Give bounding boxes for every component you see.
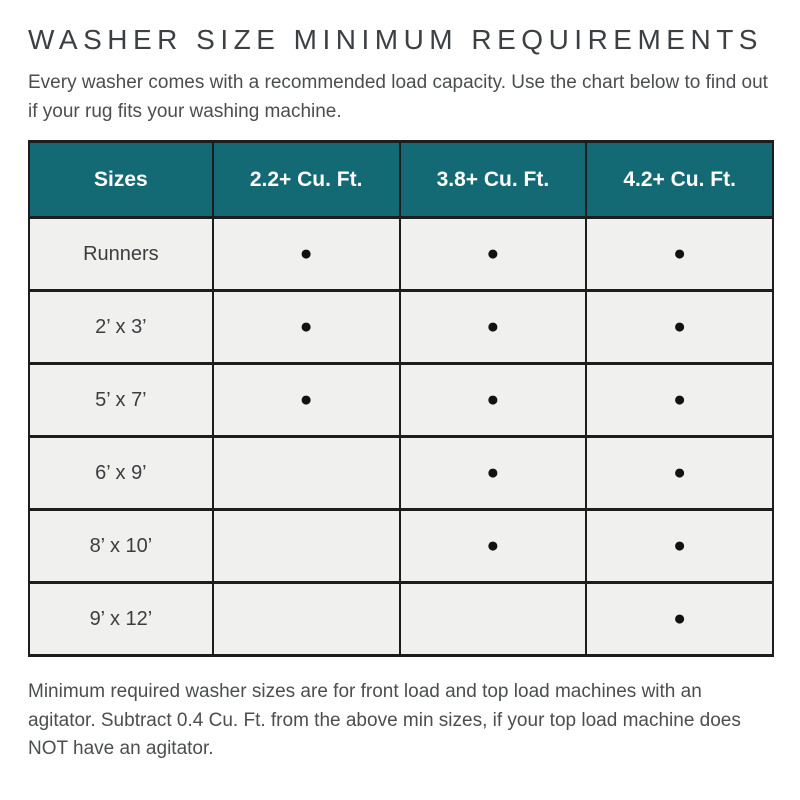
page-footnote: Minimum required washer sizes are for fr…	[28, 681, 741, 759]
fit-dot-cell	[211, 508, 401, 584]
size-cell: 8’ x 10’	[28, 508, 214, 584]
fit-dot-cell: ●	[398, 289, 588, 365]
fit-dot-cell: ●	[585, 508, 774, 584]
fit-dot-cell: ●	[585, 216, 774, 292]
fit-dot-cell: ●	[585, 435, 774, 511]
fit-dot-cell: ●	[398, 216, 588, 292]
table-row-runners: Runners ● ● ●	[28, 216, 774, 292]
column-header-3-8-cuft: 3.8+ Cu. Ft.	[398, 140, 588, 219]
fit-dot-cell: ●	[398, 362, 588, 438]
fit-dot-cell: ●	[211, 289, 401, 365]
size-cell: 5’ x 7’	[28, 362, 214, 438]
fit-dot-cell: ●	[211, 362, 401, 438]
fit-dot-cell: ●	[211, 216, 401, 292]
washer-size-table: Sizes 2.2+ Cu. Ft. 3.8+ Cu. Ft. 4.2+ Cu.…	[28, 140, 774, 657]
table-header-row: Sizes 2.2+ Cu. Ft. 3.8+ Cu. Ft. 4.2+ Cu.…	[28, 140, 774, 219]
fit-dot-cell	[211, 435, 401, 511]
fit-dot-cell: ●	[585, 362, 774, 438]
size-cell: 9’ x 12’	[28, 581, 214, 657]
fit-dot-cell	[398, 581, 588, 657]
page-subtitle: Every washer comes with a recommended lo…	[28, 72, 768, 122]
size-cell: 6’ x 9’	[28, 435, 214, 511]
fit-dot-cell: ●	[398, 508, 588, 584]
fit-dot-cell	[211, 581, 401, 657]
table-row-9x12: 9’ x 12’ ●	[28, 581, 774, 657]
size-cell: 2’ x 3’	[28, 289, 214, 365]
fit-dot-cell: ●	[398, 435, 588, 511]
table-row-2x3: 2’ x 3’ ● ● ●	[28, 289, 774, 365]
column-header-2-2-cuft: 2.2+ Cu. Ft.	[211, 140, 401, 219]
page-title: WASHER SIZE MINIMUM REQUIREMENTS	[28, 24, 763, 55]
fit-dot-cell: ●	[585, 581, 774, 657]
table-row-5x7: 5’ x 7’ ● ● ●	[28, 362, 774, 438]
column-header-4-2-cuft: 4.2+ Cu. Ft.	[585, 140, 774, 219]
column-header-sizes: Sizes	[28, 140, 214, 219]
table-row-8x10: 8’ x 10’ ● ●	[28, 508, 774, 584]
fit-dot-cell: ●	[585, 289, 774, 365]
table-row-6x9: 6’ x 9’ ● ●	[28, 435, 774, 511]
size-cell: Runners	[28, 216, 214, 292]
